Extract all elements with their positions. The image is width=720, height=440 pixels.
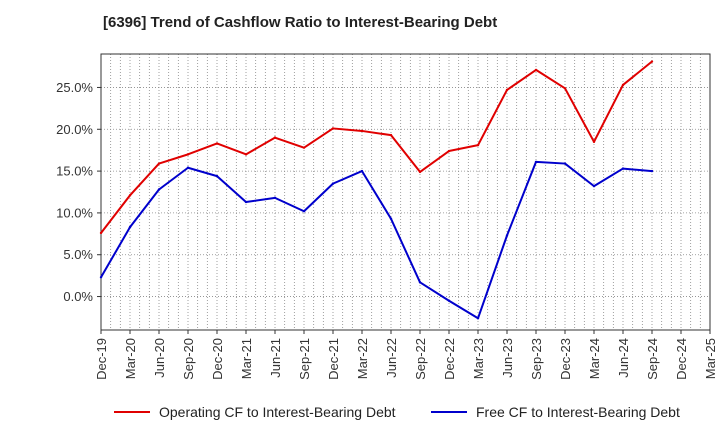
data-point-series-1: [389, 217, 393, 220]
data-point-series-0: [157, 162, 161, 165]
data-point-series-1: [302, 210, 306, 213]
data-point-series-0: [99, 231, 103, 235]
data-point-series-0: [186, 153, 190, 156]
x-tick-label: Dec-22: [442, 338, 457, 380]
x-tick-label: Mar-23: [471, 338, 486, 379]
y-tick-label: 5.0%: [63, 247, 93, 262]
data-point-series-1: [128, 225, 132, 229]
data-point-series-0: [331, 127, 335, 130]
legend-item-free-cf: Free CF to Interest-Bearing Debt: [431, 404, 680, 420]
legend-label-free-cf: Free CF to Interest-Bearing Debt: [476, 404, 680, 420]
data-point-series-0: [650, 60, 654, 63]
x-tick-label: Mar-22: [355, 338, 370, 379]
data-point-series-0: [360, 129, 364, 133]
data-point-series-0: [505, 88, 509, 92]
x-tick-label: Mar-25: [703, 338, 718, 379]
legend-item-operating-cf: Operating CF to Interest-Bearing Debt: [114, 404, 396, 420]
data-point-series-0: [273, 136, 277, 139]
data-point-series-1: [563, 162, 567, 165]
data-point-series-1: [534, 160, 538, 164]
x-tick-label: Jun-20: [152, 338, 167, 378]
y-tick-label: 0.0%: [63, 289, 93, 304]
data-point-series-1: [650, 169, 654, 173]
x-tick-label: Mar-21: [239, 338, 254, 379]
data-point-series-0: [476, 143, 480, 147]
x-tick-label: Sep-22: [413, 338, 428, 380]
x-tick-label: Dec-24: [674, 338, 689, 380]
data-point-series-1: [418, 281, 422, 284]
x-tick-label: Sep-24: [645, 338, 660, 380]
data-point-series-0: [621, 83, 625, 87]
axis-layer: 0.0% 5.0% 10.0% 15.0% 20.0% 25.0% Dec-19 Mar-20…: [56, 80, 718, 380]
x-tick-label: Jun-21: [268, 338, 283, 378]
data-point-series-0: [418, 170, 422, 174]
x-tick-label: Jun-24: [616, 338, 631, 378]
x-tick-label: Dec-19: [94, 338, 109, 380]
data-point-series-0: [592, 140, 596, 144]
y-tick-label: 25.0%: [56, 80, 93, 95]
data-point-series-0: [244, 153, 248, 156]
data-point-series-1: [505, 234, 509, 237]
data-point-series-1: [621, 167, 625, 170]
data-point-series-1: [215, 174, 219, 178]
data-point-series-0: [302, 146, 306, 149]
series-line-1: [100, 160, 653, 320]
x-tick-label: Mar-24: [587, 338, 602, 379]
data-point-series-0: [215, 142, 219, 145]
data-point-series-1: [99, 276, 103, 279]
grid-layer: [101, 54, 710, 330]
x-tick-label: Jun-22: [384, 338, 399, 378]
x-tick-label: Dec-23: [558, 338, 573, 380]
x-tick-label: Dec-20: [210, 338, 225, 380]
data-point-series-1: [360, 169, 364, 173]
chart-title: [6396] Trend of Cashflow Ratio to Intere…: [103, 14, 498, 31]
data-point-series-1: [186, 166, 190, 169]
y-tick-label: 10.0%: [56, 205, 93, 220]
y-tick-label: 15.0%: [56, 164, 93, 179]
x-tick-label: Jun-23: [500, 338, 515, 378]
x-tick-label: Sep-21: [297, 338, 312, 380]
y-tick-label: 20.0%: [56, 122, 93, 137]
data-point-series-1: [273, 196, 277, 200]
data-point-series-0: [563, 87, 567, 90]
data-point-series-1: [157, 188, 161, 191]
data-point-series-1: [476, 317, 480, 320]
legend-swatch-free-cf: [431, 411, 467, 413]
x-tick-label: Mar-20: [123, 338, 138, 379]
data-point-series-0: [447, 149, 451, 153]
series-layer: [99, 60, 654, 320]
plot-frame: [100, 53, 711, 331]
data-point-series-1: [331, 182, 335, 185]
series-line-0: [100, 60, 653, 234]
data-point-series-1: [592, 184, 596, 188]
x-tick-label: Sep-23: [529, 338, 544, 380]
x-tick-label: Dec-21: [326, 338, 341, 380]
data-point-series-0: [534, 68, 538, 72]
data-point-series-0: [389, 133, 393, 137]
data-point-series-1: [447, 299, 451, 302]
legend-label-operating-cf: Operating CF to Interest-Bearing Debt: [159, 404, 396, 420]
legend-swatch-operating-cf: [114, 411, 150, 413]
data-point-series-0: [128, 194, 132, 197]
x-tick-label: Sep-20: [181, 338, 196, 380]
data-point-series-1: [244, 200, 248, 204]
